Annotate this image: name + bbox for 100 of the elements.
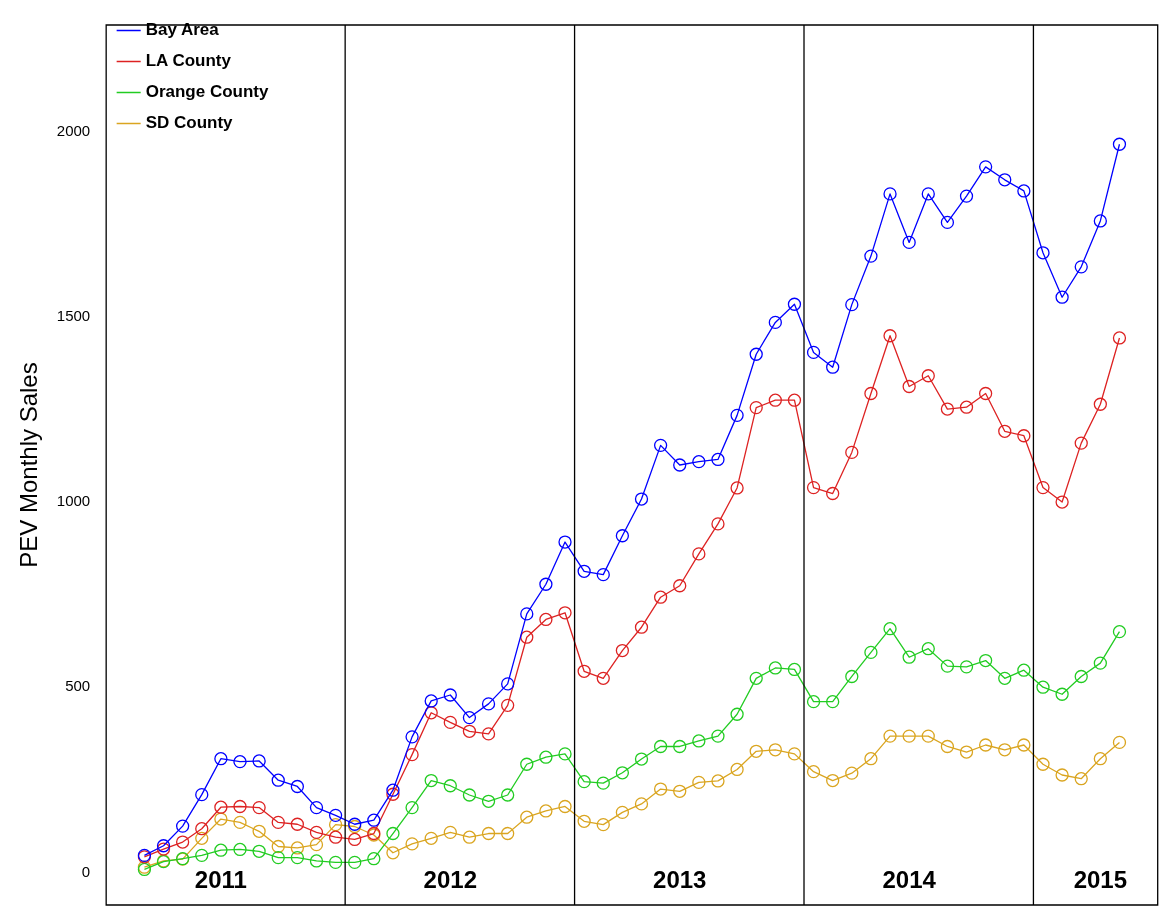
- point: [1017, 184, 1031, 198]
- point: [634, 492, 649, 506]
- point: [845, 766, 859, 780]
- point: [787, 662, 802, 677]
- point: [806, 345, 821, 360]
- point: [978, 160, 993, 174]
- point: [1112, 137, 1127, 151]
- point: [940, 215, 955, 230]
- point: [959, 745, 974, 759]
- point: [711, 729, 725, 743]
- point: [386, 826, 400, 841]
- point: [405, 837, 419, 851]
- point: [252, 844, 266, 858]
- point: [653, 739, 668, 754]
- point: [1036, 246, 1050, 260]
- point: [348, 832, 362, 847]
- point: [921, 187, 935, 201]
- point: [749, 744, 763, 758]
- point: [673, 784, 687, 798]
- point: [978, 653, 993, 668]
- point: [634, 752, 649, 766]
- point: [290, 817, 305, 831]
- point: [883, 622, 897, 636]
- point: [252, 754, 266, 768]
- point: [596, 817, 610, 832]
- point: [577, 775, 591, 789]
- point: [481, 794, 496, 808]
- point: [864, 752, 878, 766]
- point: [692, 775, 706, 790]
- point: [309, 837, 324, 852]
- point: [195, 831, 209, 845]
- point: [233, 755, 247, 769]
- point: [520, 607, 534, 621]
- point: [806, 480, 821, 495]
- point: [520, 757, 534, 771]
- point: [921, 642, 935, 656]
- point: [290, 841, 305, 855]
- point: [233, 799, 247, 814]
- point: [175, 819, 190, 833]
- point: [328, 817, 343, 832]
- point: [443, 779, 457, 793]
- point: [539, 804, 553, 818]
- point: [558, 747, 572, 761]
- point: [1112, 331, 1127, 345]
- point: [692, 547, 706, 561]
- point: [558, 799, 572, 814]
- point: [768, 315, 782, 330]
- point: [711, 517, 725, 531]
- legend-label: Bay Area: [145, 20, 220, 40]
- point: [998, 743, 1012, 757]
- point: [405, 730, 419, 744]
- point: [367, 813, 381, 827]
- point: [1112, 625, 1127, 639]
- point: [806, 765, 821, 779]
- point: [1074, 772, 1088, 786]
- y-axis-title: PEV Monthly Sales: [15, 362, 43, 568]
- point: [462, 724, 477, 738]
- point: [959, 400, 974, 414]
- point: [806, 695, 821, 709]
- point: [940, 739, 955, 754]
- point: [596, 567, 610, 582]
- point: [309, 854, 324, 868]
- point: [730, 481, 744, 495]
- point: [653, 590, 668, 604]
- point: [615, 805, 630, 820]
- x-tick-label: 2011: [194, 866, 247, 894]
- point: [653, 782, 668, 796]
- point: [577, 664, 591, 678]
- point: [673, 579, 687, 593]
- x-tick-label: 2012: [423, 866, 477, 894]
- point: [1074, 669, 1088, 684]
- x-tick-label: 2013: [653, 866, 707, 894]
- point: [1055, 687, 1069, 701]
- point: [424, 706, 438, 720]
- point: [328, 808, 343, 823]
- point: [653, 438, 668, 453]
- point: [749, 400, 763, 415]
- point: [175, 835, 190, 849]
- point: [883, 329, 897, 343]
- point: [998, 671, 1012, 685]
- point: [902, 729, 916, 743]
- point: [711, 774, 725, 788]
- point: [290, 850, 305, 865]
- point: [615, 643, 630, 658]
- point: [1093, 397, 1107, 411]
- point: [768, 743, 782, 757]
- y-tick-label: 1000: [56, 492, 91, 510]
- point: [826, 486, 840, 501]
- point: [539, 750, 553, 764]
- y-tick-label: 0: [81, 862, 91, 880]
- point: [539, 612, 553, 627]
- point: [902, 650, 916, 664]
- point: [405, 747, 419, 762]
- point: [233, 842, 247, 857]
- point: [1093, 214, 1107, 228]
- point: [1093, 752, 1107, 766]
- point: [271, 839, 285, 854]
- point: [826, 695, 840, 709]
- point: [233, 815, 247, 830]
- point: [424, 694, 438, 708]
